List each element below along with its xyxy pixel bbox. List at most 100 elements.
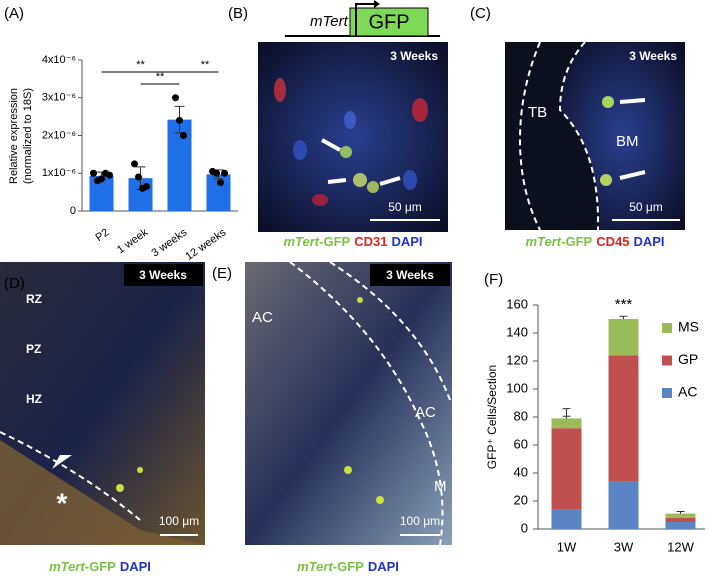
scale-label: 50 μm	[629, 200, 663, 214]
caption: mTert-GFP CD45 DAPI	[525, 234, 664, 249]
data-point	[217, 179, 224, 187]
legend-label: MS	[678, 319, 699, 335]
bar-segment	[608, 481, 639, 529]
data-point	[106, 171, 113, 179]
caption-part: CD45	[596, 234, 629, 249]
bar-segment	[665, 513, 696, 518]
y-tick-label: 100	[506, 380, 528, 395]
data-point	[90, 169, 97, 177]
caption-part: mTert	[525, 234, 561, 249]
bar	[167, 119, 192, 211]
arrowhead	[52, 455, 72, 469]
arrows	[619, 98, 646, 180]
legend-label: GP	[678, 351, 698, 367]
data-point	[143, 182, 150, 190]
significance: **	[136, 59, 145, 71]
bone	[0, 440, 205, 545]
y-tick-label: 3x10⁻⁶	[42, 92, 76, 104]
marker: *	[57, 487, 68, 518]
bar-segment	[551, 418, 582, 429]
scale-label: 100 μm	[159, 514, 199, 528]
y-tick-label: 160	[506, 296, 528, 311]
cell	[602, 96, 614, 108]
timepoint: 3 Weeks	[390, 49, 438, 63]
x-tick-label: 12W	[667, 539, 694, 554]
boundary	[289, 261, 444, 546]
data-point	[176, 116, 183, 124]
panel-label: (E)	[212, 265, 232, 282]
y-axis-label: GFP⁺ Cells/Section	[485, 365, 499, 469]
cell	[357, 297, 363, 303]
caption-part: mTert	[49, 559, 85, 574]
boundary	[518, 41, 541, 231]
scale-label: 100 μm	[400, 514, 440, 528]
y-tick-label: 0	[521, 520, 528, 535]
caption-part: -GFP	[319, 234, 350, 249]
data-point	[221, 169, 228, 177]
micrograph	[258, 42, 448, 232]
significance: ***	[615, 296, 633, 313]
y-axis-label: Relative expression	[8, 88, 20, 184]
marrow	[560, 42, 685, 230]
cell	[376, 496, 384, 504]
error-bar	[619, 315, 628, 319]
boundary	[0, 431, 141, 521]
caption-part: mTert	[297, 559, 333, 574]
cell	[116, 484, 124, 492]
timepoint: 3 Weeks	[386, 268, 434, 282]
bar-segment	[551, 509, 582, 529]
legend-label: AC	[678, 384, 697, 400]
significance: **	[201, 59, 210, 71]
x-tick-label: 1 week	[115, 226, 151, 256]
panel-label: (C)	[470, 5, 491, 22]
y-tick-label: 40	[514, 464, 528, 479]
label-box	[124, 264, 203, 286]
panel-label: (F)	[484, 271, 503, 288]
bar-segment	[551, 428, 582, 510]
caption: mTert-GFP CD31 DAPI	[283, 234, 422, 249]
bar-segment	[665, 522, 696, 529]
scale-label: 50 μm	[388, 200, 422, 214]
y-tick-label: 80	[514, 408, 528, 423]
caption-part: DAPI	[120, 559, 151, 574]
bar-segment	[665, 517, 696, 522]
y-tick-label: 20	[514, 492, 528, 507]
bar-segment	[608, 355, 639, 482]
data-point	[135, 173, 142, 181]
legend-swatch	[662, 323, 672, 333]
legend-swatch	[662, 355, 672, 366]
error-bar	[676, 511, 685, 514]
cell	[137, 467, 143, 473]
timepoint: 3 Weeks	[139, 268, 187, 282]
data-point	[98, 175, 105, 183]
y-tick-label: 2x10⁻⁶	[42, 129, 76, 141]
y-tick-label: 1x10⁻⁶	[42, 167, 76, 179]
region: AC	[415, 404, 436, 421]
x-tick-label: 1W	[557, 539, 577, 554]
data-point	[213, 169, 220, 177]
caption-part: mTert	[283, 234, 319, 249]
panel-label: (A)	[4, 5, 24, 22]
y-tick-label: 140	[506, 324, 528, 339]
caption-part: DAPI	[368, 559, 399, 574]
y-axis-label: (normalized to 18S)	[22, 88, 34, 184]
data-point	[131, 160, 138, 168]
caption-part: -GFP	[561, 234, 592, 249]
cell	[600, 174, 612, 186]
x-tick-label: 3W	[614, 539, 634, 554]
data-point	[172, 94, 179, 102]
y-tick-label: 0	[70, 205, 76, 217]
caption-part: -GFP	[85, 559, 116, 574]
caption: mTert-GFP DAPI	[297, 559, 399, 574]
region: BM	[616, 133, 639, 150]
error-bar	[562, 415, 571, 419]
reporter-label: GFP	[368, 11, 409, 33]
label-box	[370, 264, 450, 286]
region: RZ	[26, 292, 42, 306]
x-tick-label: P2	[93, 226, 111, 244]
region: TB	[528, 104, 547, 121]
panel-label: (D)	[4, 275, 25, 292]
data-point	[180, 132, 187, 139]
y-tick-label: 4x10⁻⁶	[42, 54, 76, 66]
